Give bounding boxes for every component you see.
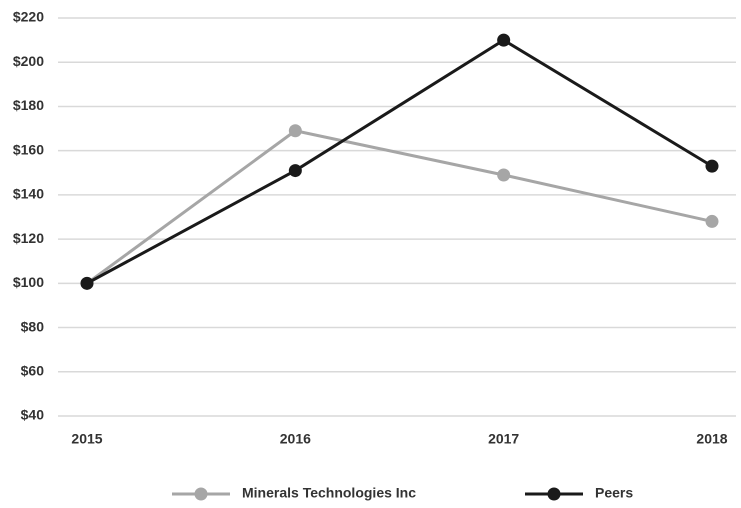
legend-label: Minerals Technologies Inc <box>242 485 416 501</box>
data-point <box>497 33 511 47</box>
y-tick-label: $140 <box>13 186 44 202</box>
x-tick-label: 2017 <box>488 431 519 447</box>
x-tick-label: 2016 <box>280 431 311 447</box>
legend-marker <box>547 487 561 501</box>
data-point <box>80 276 94 290</box>
y-tick-label: $220 <box>13 9 44 25</box>
y-tick-label: $100 <box>13 274 44 290</box>
series-line <box>86 38 713 285</box>
y-tick-label: $40 <box>21 407 45 423</box>
y-tick-label: $120 <box>13 230 44 246</box>
data-point <box>705 159 719 173</box>
data-point <box>288 124 302 138</box>
data-point <box>288 164 302 178</box>
data-point <box>705 214 719 228</box>
y-tick-label: $180 <box>13 97 44 113</box>
legend-label: Peers <box>595 485 633 501</box>
y-tick-label: $160 <box>13 141 44 157</box>
x-tick-label: 2018 <box>696 431 727 447</box>
y-tick-label: $80 <box>21 318 45 334</box>
legend-marker <box>194 487 208 501</box>
series-line <box>86 129 713 285</box>
data-point <box>497 168 511 182</box>
y-tick-label: $60 <box>21 362 45 378</box>
x-tick-label: 2015 <box>71 431 102 447</box>
y-tick-label: $200 <box>13 53 44 69</box>
